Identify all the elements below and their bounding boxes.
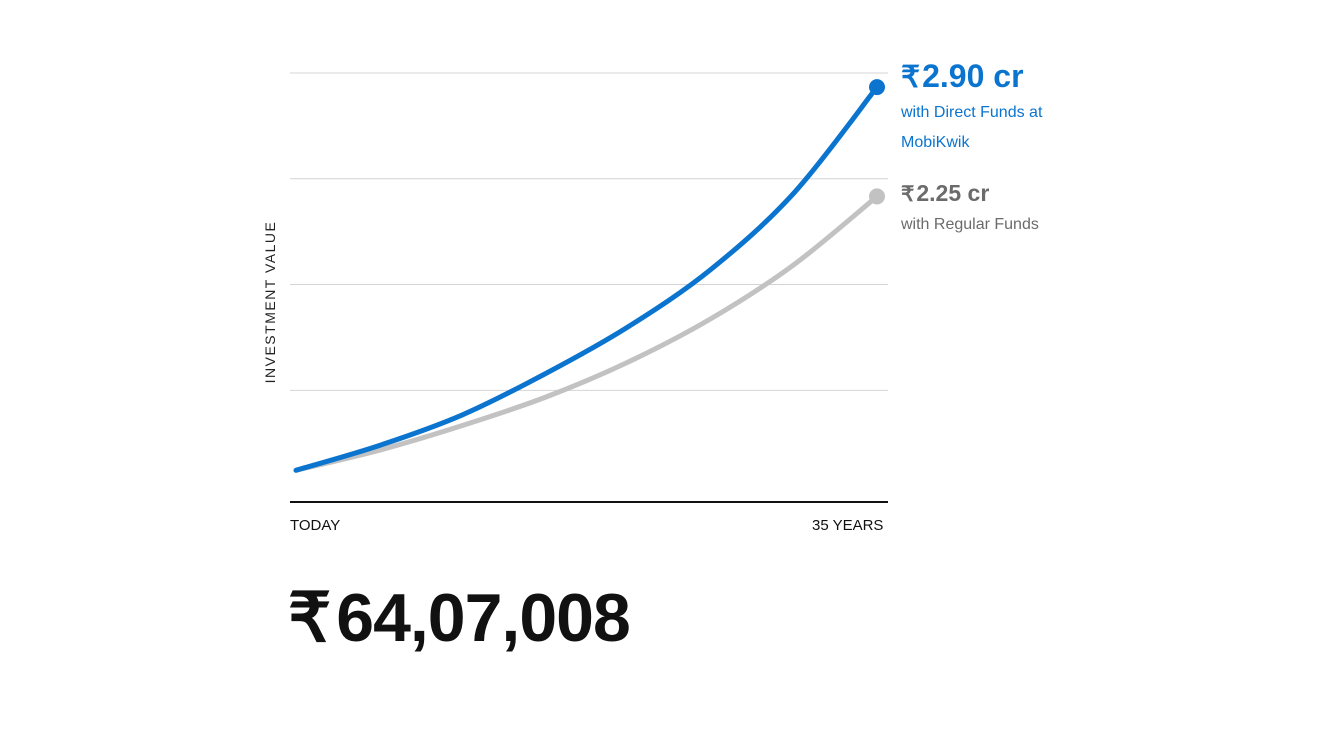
legend-direct-funds: ₹2.90 cr with Direct Funds at MobiKwik bbox=[901, 58, 1071, 158]
y-axis-label: INVESTMENT VALUE bbox=[262, 220, 278, 384]
total-amount: 64,07,008 bbox=[336, 580, 631, 656]
regular-value-label: 2.25 cr bbox=[916, 180, 990, 206]
grid-lines bbox=[290, 72, 888, 391]
total-investment-value: ₹64,07,008 bbox=[288, 580, 631, 656]
series-line-regular bbox=[293, 193, 880, 473]
rupee-icon: ₹ bbox=[901, 183, 915, 206]
rupee-icon: ₹ bbox=[901, 61, 921, 94]
x-tick-35-years: 35 YEARS bbox=[812, 517, 884, 534]
series-endpoint-direct bbox=[869, 79, 885, 96]
series-endpoint-regular bbox=[869, 188, 885, 205]
regular-desc: with Regular Funds bbox=[901, 216, 1039, 233]
rupee-icon: ₹ bbox=[288, 580, 331, 656]
x-tick-today: TODAY bbox=[290, 517, 341, 534]
regular-end-value: ₹2.25 cr bbox=[901, 178, 1039, 210]
series-lines bbox=[293, 79, 885, 473]
direct-value-label: 2.90 cr bbox=[922, 58, 1024, 94]
direct-desc: with Direct Funds at MobiKwik bbox=[901, 104, 1043, 151]
legend-regular-funds: ₹2.25 cr with Regular Funds bbox=[901, 178, 1039, 240]
direct-end-value: ₹2.90 cr bbox=[901, 58, 1071, 96]
series-line-direct bbox=[293, 84, 880, 473]
